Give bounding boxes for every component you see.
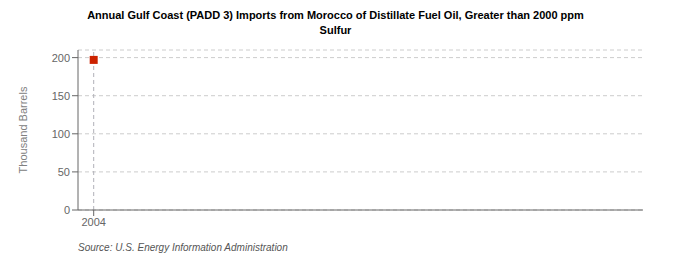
svg-text:150: 150 — [52, 90, 70, 102]
svg-text:50: 50 — [58, 166, 70, 178]
svg-text:Thousand Barrels: Thousand Barrels — [17, 86, 29, 173]
svg-text:200: 200 — [52, 52, 70, 64]
html-text:Sulfur: Sulfur — [319, 24, 352, 36]
svg-text:2004: 2004 — [81, 216, 105, 228]
svg-text:0: 0 — [64, 204, 70, 216]
html-text:Source: U.S. Energy Informatio: Source: U.S. Energy Information Administ… — [78, 242, 288, 253]
html-text:Annual Gulf Coast (PADD 3) Imp: Annual Gulf Coast (PADD 3) Imports from … — [87, 9, 584, 21]
svg-text:100: 100 — [52, 128, 70, 140]
